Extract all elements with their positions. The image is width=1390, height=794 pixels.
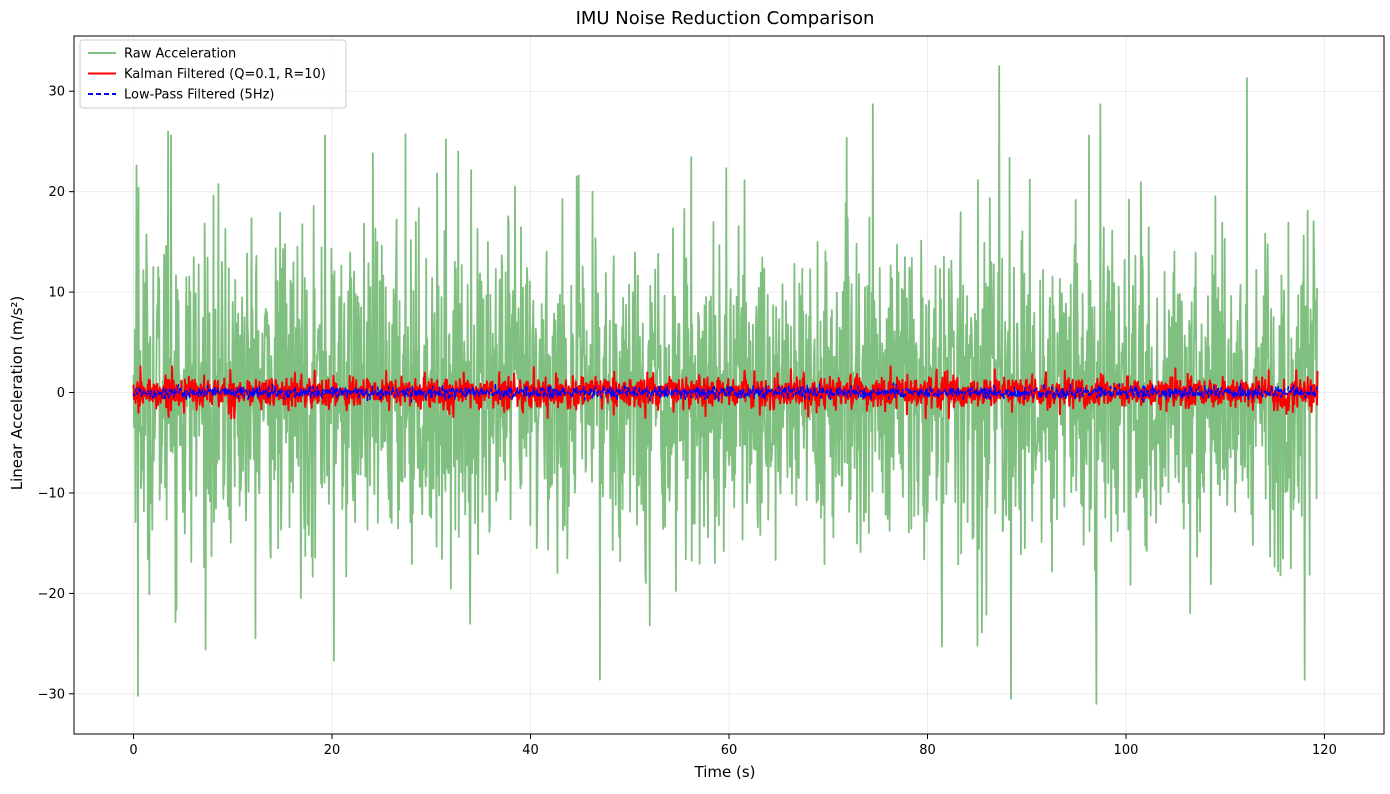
x-tick-label: 0 xyxy=(129,743,137,758)
x-tick-label: 80 xyxy=(919,743,936,758)
x-tick-label: 100 xyxy=(1114,743,1139,758)
axis-ticks: 0 20 40 60 80 100 120 −30 −20 −10 0 10 20 30 xyxy=(38,85,1337,758)
legend-label-2: Kalman Filtered (Q=0.1, R=10) xyxy=(124,67,326,82)
legend-label-1: Raw Acceleration xyxy=(124,47,236,62)
y-tick-label: 0 xyxy=(57,386,65,401)
plot-area xyxy=(132,65,1319,705)
legend-frame xyxy=(79,39,347,109)
y-tick-label: 30 xyxy=(48,85,65,100)
y-tick-label: 20 xyxy=(48,185,65,200)
x-tick-label: 120 xyxy=(1312,743,1337,758)
y-axis-label: Linear Acceleration (m/s²) xyxy=(8,296,26,491)
y-tick-label: −30 xyxy=(38,687,65,702)
legend-label-3: Low-Pass Filtered (5Hz) xyxy=(124,88,275,103)
series-line-3 xyxy=(132,382,1319,403)
chart-title: IMU Noise Reduction Comparison xyxy=(576,8,875,29)
y-tick-label: −10 xyxy=(38,486,65,501)
x-tick-label: 60 xyxy=(721,743,738,758)
series-line-1 xyxy=(132,65,1319,705)
legend: Raw Acceleration Kalman Filtered (Q=0.1, … xyxy=(79,39,347,109)
x-tick-label: 20 xyxy=(324,743,341,758)
x-axis-label: Time (s) xyxy=(694,763,756,781)
y-tick-label: −20 xyxy=(38,587,65,602)
y-tick-label: 10 xyxy=(48,286,65,301)
x-tick-label: 40 xyxy=(522,743,539,758)
